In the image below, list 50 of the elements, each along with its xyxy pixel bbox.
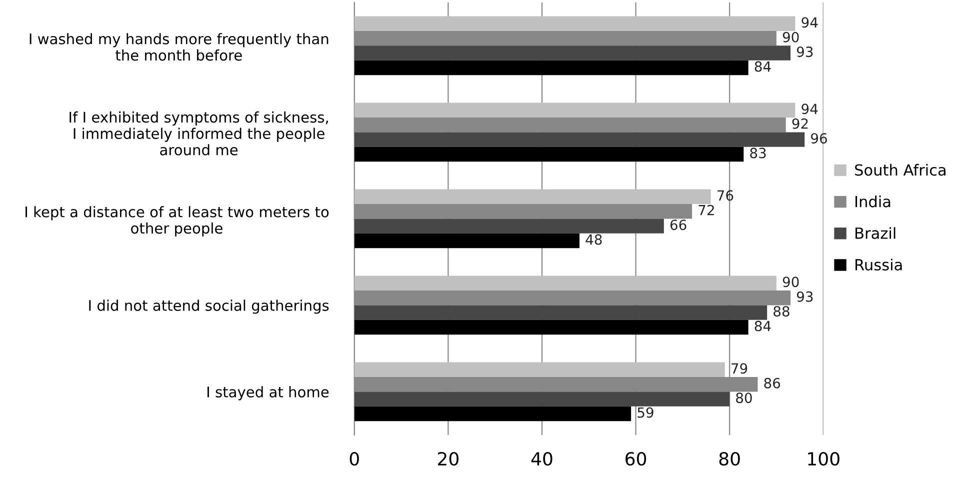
data-label: 92 <box>792 118 808 129</box>
legend-label: India <box>856 196 890 208</box>
y-tick-label: I kept a distance of at least two meters to other people <box>26 206 329 237</box>
data-label: 86 <box>764 378 780 388</box>
bar <box>354 392 730 406</box>
x-tick-label: 60 <box>626 452 646 466</box>
data-label: 72 <box>698 204 714 216</box>
bar <box>354 132 805 147</box>
y-tick-label: I did not attend social gatherings <box>89 300 329 314</box>
y-tick-label: I washed my hands more frequently than the month before <box>30 33 328 61</box>
data-label: 96 <box>811 133 827 144</box>
legend-label: South Africa <box>855 164 946 176</box>
legend-label: Russia <box>856 258 902 271</box>
bar <box>354 362 725 378</box>
data-label: 93 <box>796 291 813 302</box>
data-label: 59 <box>638 407 654 418</box>
data-label: 76 <box>718 190 734 201</box>
bar <box>354 406 632 422</box>
x-tick-label: 100 <box>808 452 840 466</box>
data-label: 94 <box>802 17 818 28</box>
bar <box>354 189 711 204</box>
bar <box>354 16 796 31</box>
bar <box>354 233 580 248</box>
data-label: 84 <box>754 320 771 332</box>
data-label: 66 <box>670 220 686 230</box>
x-tick-label: 20 <box>438 452 458 466</box>
bar <box>354 102 796 118</box>
data-label: 80 <box>736 392 752 404</box>
data-label: 90 <box>782 276 799 288</box>
y-tick-label: If I exhibited symptoms of sickness, I immediately informed the people around me <box>70 111 328 156</box>
bar <box>354 46 791 60</box>
x-tick-label: 40 <box>531 452 552 466</box>
bar <box>354 218 664 234</box>
bar <box>354 305 768 320</box>
bar <box>354 320 748 335</box>
data-label: 83 <box>750 148 766 158</box>
bar <box>354 60 748 76</box>
data-label: 93 <box>796 46 813 58</box>
x-tick-label: 80 <box>719 452 740 466</box>
bar <box>354 146 744 162</box>
data-label: 84 <box>754 61 771 72</box>
data-label: 90 <box>782 32 799 42</box>
data-label: 88 <box>774 306 790 317</box>
data-label: 79 <box>732 363 748 374</box>
data-label: 94 <box>802 104 818 114</box>
y-tick-label: I stayed at home <box>207 386 329 400</box>
x-tick-label: 0 <box>350 452 359 466</box>
data-label: 48 <box>586 234 602 245</box>
bar <box>354 276 776 290</box>
legend-label: Brazil <box>856 227 896 239</box>
